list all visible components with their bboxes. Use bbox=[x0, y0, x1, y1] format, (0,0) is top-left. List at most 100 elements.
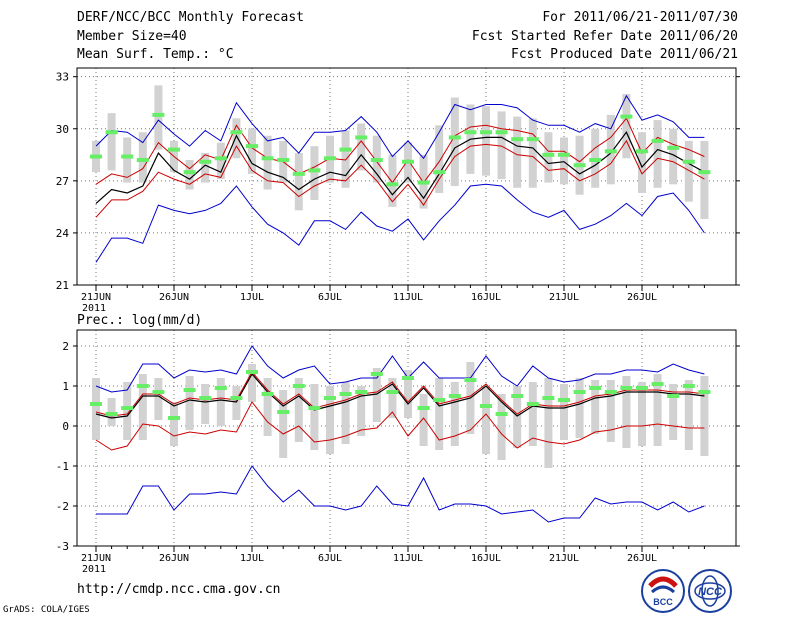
spread-box bbox=[388, 154, 397, 207]
spread-box bbox=[528, 118, 537, 188]
x-tick-label: 6JUL bbox=[318, 553, 342, 564]
member-marker bbox=[214, 156, 227, 161]
spread-box bbox=[154, 378, 163, 420]
member-marker bbox=[636, 149, 648, 154]
plot-frame bbox=[76, 67, 737, 286]
spread-box bbox=[435, 378, 444, 450]
series-line-upper bbox=[95, 371, 705, 417]
x-tick-label: 21JUN bbox=[81, 553, 111, 564]
spread-box bbox=[653, 120, 662, 188]
y-tick-label: 21 bbox=[56, 279, 69, 292]
member-marker bbox=[230, 130, 243, 135]
member-marker bbox=[464, 130, 477, 135]
spread-box bbox=[138, 374, 147, 440]
member-marker bbox=[495, 412, 508, 416]
member-marker bbox=[526, 137, 539, 142]
spread-box bbox=[544, 132, 553, 183]
member-marker bbox=[480, 130, 492, 135]
x-tick-label: 6JUL bbox=[318, 292, 342, 303]
member-marker bbox=[480, 404, 492, 408]
x-tick-label: 21JUL bbox=[549, 553, 579, 564]
member-marker bbox=[339, 392, 352, 396]
member-marker bbox=[90, 402, 102, 406]
spread-box bbox=[279, 390, 288, 458]
series-line-upper bbox=[95, 117, 705, 185]
plot-frame bbox=[76, 329, 737, 547]
spread-box bbox=[388, 378, 397, 418]
member-marker bbox=[682, 384, 695, 388]
spread-box bbox=[450, 97, 459, 187]
spread-box bbox=[669, 384, 678, 440]
spread-box bbox=[372, 368, 381, 422]
precip-panel-title: Prec.: log(mm/d) bbox=[77, 313, 202, 328]
ncc-logo-text: NCC bbox=[698, 586, 723, 598]
y-tick-label: 1 bbox=[62, 380, 69, 393]
member-marker bbox=[370, 372, 383, 376]
spread-box bbox=[232, 386, 241, 420]
header-start-date: Fcst Started Refer Date 2011/06/20 bbox=[471, 29, 738, 44]
member-marker bbox=[682, 159, 695, 164]
header-member-size: Member Size=40 bbox=[77, 29, 187, 44]
member-marker bbox=[121, 154, 134, 159]
member-marker bbox=[168, 147, 180, 152]
member-marker bbox=[136, 158, 149, 163]
spread-box bbox=[482, 106, 490, 176]
spread-box bbox=[513, 116, 522, 188]
series-line-max bbox=[95, 345, 705, 393]
spread-box bbox=[404, 370, 412, 418]
member-marker bbox=[199, 159, 212, 164]
member-marker bbox=[573, 163, 586, 168]
member-marker bbox=[152, 112, 165, 117]
spread-box bbox=[92, 378, 100, 440]
x-tick-label: 11JUL bbox=[393, 292, 423, 303]
member-marker bbox=[495, 130, 508, 135]
member-marker bbox=[573, 390, 586, 394]
spread-box bbox=[263, 135, 272, 190]
spread-box bbox=[435, 125, 444, 193]
member-marker bbox=[589, 386, 602, 390]
y-tick-label: -1 bbox=[56, 460, 69, 473]
member-marker bbox=[277, 158, 290, 163]
member-marker bbox=[511, 137, 524, 142]
member-marker bbox=[324, 156, 336, 161]
spread-box bbox=[341, 130, 350, 188]
member-marker bbox=[230, 396, 243, 400]
spread-box bbox=[544, 378, 553, 468]
member-marker bbox=[402, 159, 414, 164]
spread-box bbox=[232, 118, 241, 159]
spread-box bbox=[606, 380, 615, 442]
member-marker bbox=[417, 180, 430, 185]
x-tick-label: 16JUL bbox=[471, 553, 501, 564]
spread-box bbox=[294, 153, 303, 211]
member-marker bbox=[339, 147, 352, 152]
y-tick-label: -3 bbox=[56, 540, 69, 553]
spread-box bbox=[560, 384, 568, 440]
spread-box bbox=[669, 128, 678, 185]
y-tick-label: 27 bbox=[56, 175, 69, 188]
spread-box bbox=[700, 376, 709, 456]
series-line-lower bbox=[95, 139, 705, 218]
x-tick-label: 26JUN bbox=[159, 553, 189, 564]
spread-box bbox=[497, 111, 506, 180]
spread-box bbox=[185, 160, 194, 190]
member-marker bbox=[558, 152, 570, 157]
spread-box bbox=[341, 382, 350, 444]
header-forecast-period: For 2011/06/21-2011/07/30 bbox=[542, 10, 738, 25]
header-produced-date: Fcst Produced Date 2011/06/21 bbox=[511, 47, 738, 62]
y-tick-label: -2 bbox=[56, 500, 69, 513]
member-marker bbox=[105, 130, 118, 135]
spread-box bbox=[357, 386, 366, 436]
x-tick-label: 16JUL bbox=[471, 292, 501, 303]
header-title: DERF/NCC/BCC Monthly Forecast bbox=[77, 10, 304, 25]
series-line-max bbox=[95, 183, 705, 263]
spread-box bbox=[653, 374, 662, 446]
member-marker bbox=[308, 168, 321, 173]
spread-box bbox=[216, 378, 225, 426]
x-tick-label: 11JUL bbox=[393, 553, 423, 564]
member-marker bbox=[402, 376, 414, 380]
spread-box bbox=[185, 376, 194, 430]
member-marker bbox=[355, 135, 368, 140]
spread-box bbox=[450, 382, 459, 446]
spread-box bbox=[684, 380, 693, 450]
